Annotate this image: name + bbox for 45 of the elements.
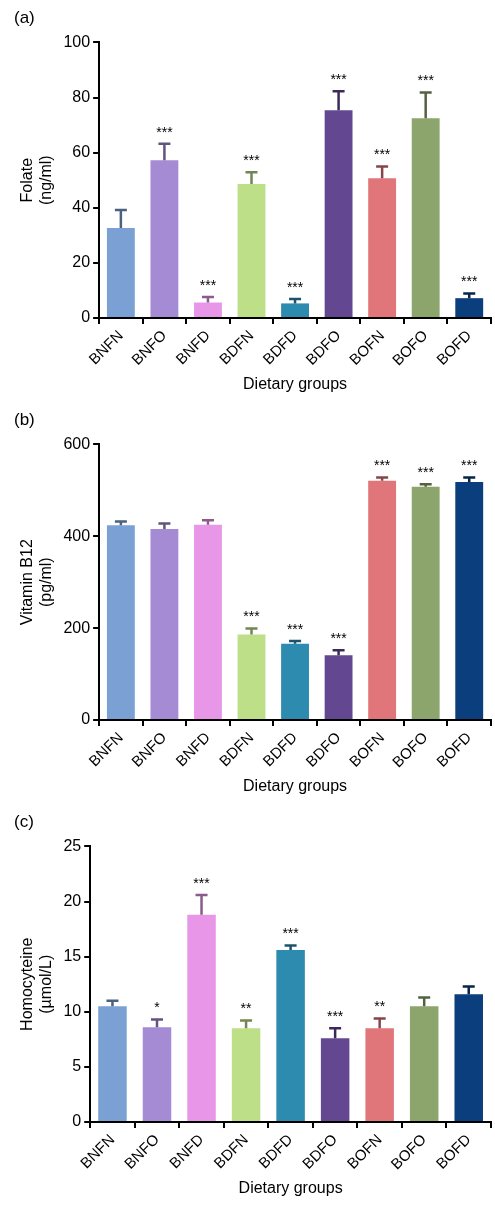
y-tick-label: 200 — [63, 618, 91, 636]
y-tick-label: 40 — [72, 198, 91, 216]
data-label: *** — [286, 278, 304, 295]
y-tick-label: 0 — [81, 710, 91, 728]
y-axis-title: Vitamin B12 (pg/ml) — [18, 539, 55, 626]
x-axis-title: Dietary groups — [243, 776, 348, 794]
data-label: *** — [156, 123, 174, 140]
x-axis-title: Dietary groups — [243, 374, 348, 392]
y-tick-label: 25 — [63, 836, 82, 854]
chart-title: (a) — [14, 7, 35, 27]
data-label: *** — [199, 276, 217, 293]
chart-title: (c) — [14, 811, 34, 831]
data-label: *** — [373, 457, 391, 474]
y-axis-title: Homocyteine (µmol/L) — [18, 937, 55, 1031]
y-tick-label: 60 — [72, 143, 91, 161]
data-label: * — [154, 999, 161, 1016]
data-label: *** — [373, 146, 391, 163]
data-label: *** — [193, 874, 211, 891]
data-label: *** — [286, 620, 304, 637]
data-label: *** — [417, 464, 435, 481]
data-label: *** — [326, 1008, 344, 1025]
y-tick-label: 20 — [72, 253, 91, 271]
data-label: *** — [417, 72, 435, 89]
y-tick-label: 15 — [63, 947, 82, 965]
y-tick-label: 5 — [72, 1057, 82, 1075]
chart-title: (b) — [14, 409, 35, 429]
data-label: *** — [282, 925, 300, 942]
y-tick-label: 600 — [63, 434, 91, 452]
data-label: *** — [330, 630, 348, 647]
x-axis-title: Dietary groups — [238, 1178, 343, 1196]
y-axis-title: Folate (ng/ml) — [18, 155, 55, 206]
y-tick-label: 400 — [63, 526, 91, 544]
data-label: ** — [374, 998, 386, 1015]
data-label: *** — [243, 608, 261, 625]
y-tick-label: 0 — [81, 308, 91, 326]
y-tick-label: 100 — [63, 32, 91, 50]
data-label: *** — [330, 71, 348, 88]
data-label: *** — [461, 273, 478, 290]
y-tick-label: 10 — [63, 1002, 82, 1020]
y-tick-label: 80 — [72, 87, 91, 105]
y-tick-label: 20 — [63, 891, 82, 909]
data-label: ** — [240, 1000, 253, 1017]
data-label: *** — [243, 152, 261, 169]
data-label: *** — [461, 457, 478, 474]
y-tick-label: 0 — [72, 1112, 82, 1130]
